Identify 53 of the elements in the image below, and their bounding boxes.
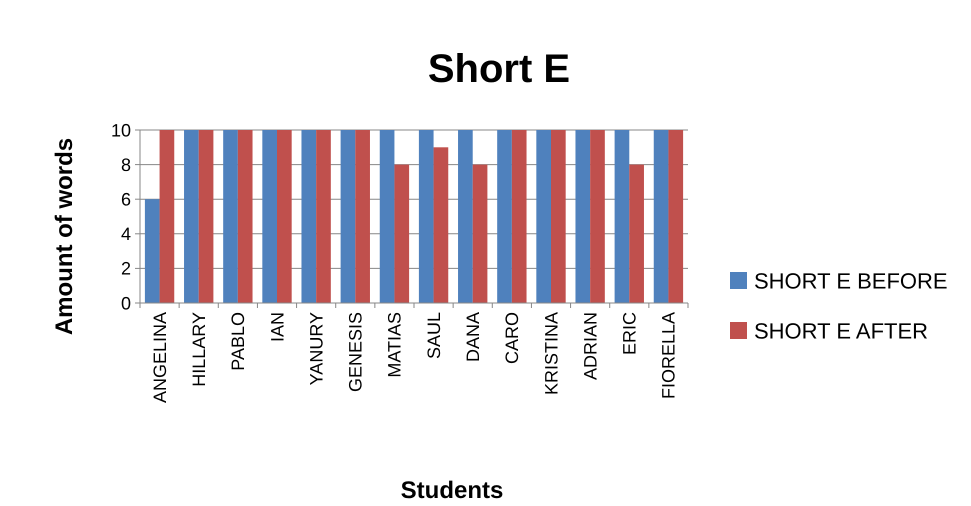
bar [472, 164, 488, 303]
x-tick-label: FIORELLA [658, 312, 679, 400]
y-tick-label: 8 [120, 154, 131, 175]
x-tick-label: SAUL [424, 312, 444, 360]
bar [301, 130, 316, 303]
x-tick-label: PABLO [228, 312, 248, 371]
bar [614, 130, 630, 303]
bar [590, 130, 605, 303]
y-tick-label: 2 [120, 258, 131, 279]
bar [144, 199, 160, 303]
bar [160, 130, 174, 303]
bar [262, 130, 277, 303]
bar [340, 130, 356, 303]
x-tick-label: GENESIS [346, 312, 366, 392]
x-tick-label: ANGELINA [150, 312, 170, 404]
bar [434, 147, 448, 303]
bar [551, 130, 566, 303]
legend-label: SHORT E BEFORE [754, 268, 948, 294]
x-tick-label: MATIAS [384, 312, 405, 378]
bar [184, 130, 199, 303]
x-tick-label: CARO [502, 312, 522, 364]
bar [380, 130, 394, 303]
bar [668, 130, 684, 303]
x-axis-title: Students [400, 477, 504, 504]
bar [458, 130, 473, 303]
bar [316, 130, 331, 303]
y-tick-label: 10 [110, 120, 131, 140]
bar [418, 130, 434, 303]
x-tick-label: IAN [267, 312, 288, 342]
chart-title: Short E [428, 47, 570, 91]
bar [575, 130, 590, 303]
y-tick-label: 4 [120, 224, 131, 244]
bar [654, 130, 668, 303]
x-tick-label: KRISTINA [541, 312, 562, 396]
legend-label: SHORT E AFTER [754, 318, 928, 344]
y-axis-title: Amount of words [51, 138, 78, 336]
bar [497, 130, 512, 303]
bar [277, 130, 292, 303]
bar [536, 130, 551, 303]
bar [238, 130, 253, 303]
bar [198, 130, 214, 303]
bar [394, 164, 410, 303]
bar [355, 130, 370, 303]
x-tick-label: ADRIAN [580, 312, 600, 380]
x-tick-label: YANURY [306, 312, 326, 386]
x-tick-label: HILLARY [189, 312, 210, 387]
y-tick-label: 0 [120, 293, 131, 314]
x-tick-label: ERIC [620, 312, 640, 356]
bar [223, 130, 238, 303]
bar [512, 130, 527, 303]
x-tick-label: DANA [463, 312, 484, 362]
y-tick-label: 6 [120, 190, 131, 210]
bar [629, 164, 644, 303]
